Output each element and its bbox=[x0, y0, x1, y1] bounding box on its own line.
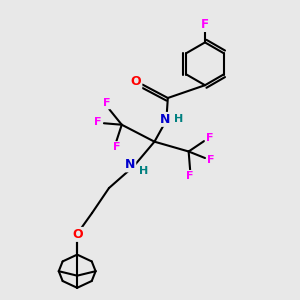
Text: O: O bbox=[131, 75, 141, 88]
Text: H: H bbox=[174, 114, 184, 124]
Text: O: O bbox=[73, 228, 83, 241]
Text: F: F bbox=[201, 18, 209, 31]
Text: F: F bbox=[207, 155, 215, 165]
Text: F: F bbox=[103, 98, 110, 108]
Text: F: F bbox=[206, 133, 213, 143]
Text: N: N bbox=[125, 158, 135, 171]
Text: N: N bbox=[160, 113, 170, 126]
Text: H: H bbox=[139, 166, 148, 176]
Text: F: F bbox=[113, 142, 120, 152]
Text: F: F bbox=[186, 171, 194, 181]
Text: F: F bbox=[94, 117, 102, 128]
